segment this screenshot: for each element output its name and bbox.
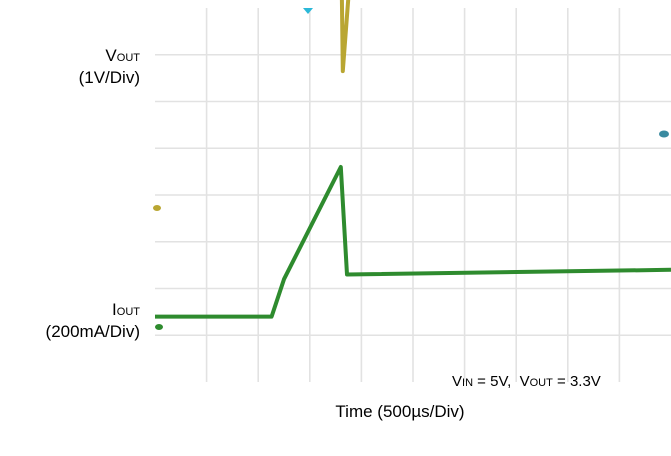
test-condition: VIN = 5V, VOUT = 3.3V xyxy=(452,373,601,392)
vout-label-scale: (1V/Div) xyxy=(78,68,140,87)
ch2-ground-marker xyxy=(155,324,163,330)
iout-label-main: I xyxy=(112,300,117,319)
vin-sub: IN xyxy=(462,377,474,389)
vout-label-sub: OUT xyxy=(116,52,140,64)
vout-trace xyxy=(339,0,351,74)
vout-value: = 3.3V xyxy=(552,373,601,390)
vout-main: V xyxy=(519,373,530,390)
ch1-ground-marker xyxy=(153,205,161,211)
traces xyxy=(155,0,671,319)
markers xyxy=(153,8,669,330)
iout-label-sub: OUT xyxy=(116,306,140,318)
iout-axis-label: IOUT (200mA/Div) xyxy=(0,300,140,342)
iout-label-scale: (200mA/Div) xyxy=(45,322,140,341)
iout-trace xyxy=(155,165,671,319)
trigger-marker xyxy=(303,8,313,14)
vout-sub: OUT xyxy=(529,377,553,389)
vout-axis-label: VOUT (1V/Div) xyxy=(0,46,140,88)
x-axis-label: Time (500µs/Div) xyxy=(335,402,465,421)
vin-value: = 5V, xyxy=(473,373,520,390)
grid xyxy=(155,8,671,382)
vout-label-main: V xyxy=(105,46,117,65)
offscreen-marker xyxy=(659,130,669,138)
vin-main: V xyxy=(452,373,463,390)
